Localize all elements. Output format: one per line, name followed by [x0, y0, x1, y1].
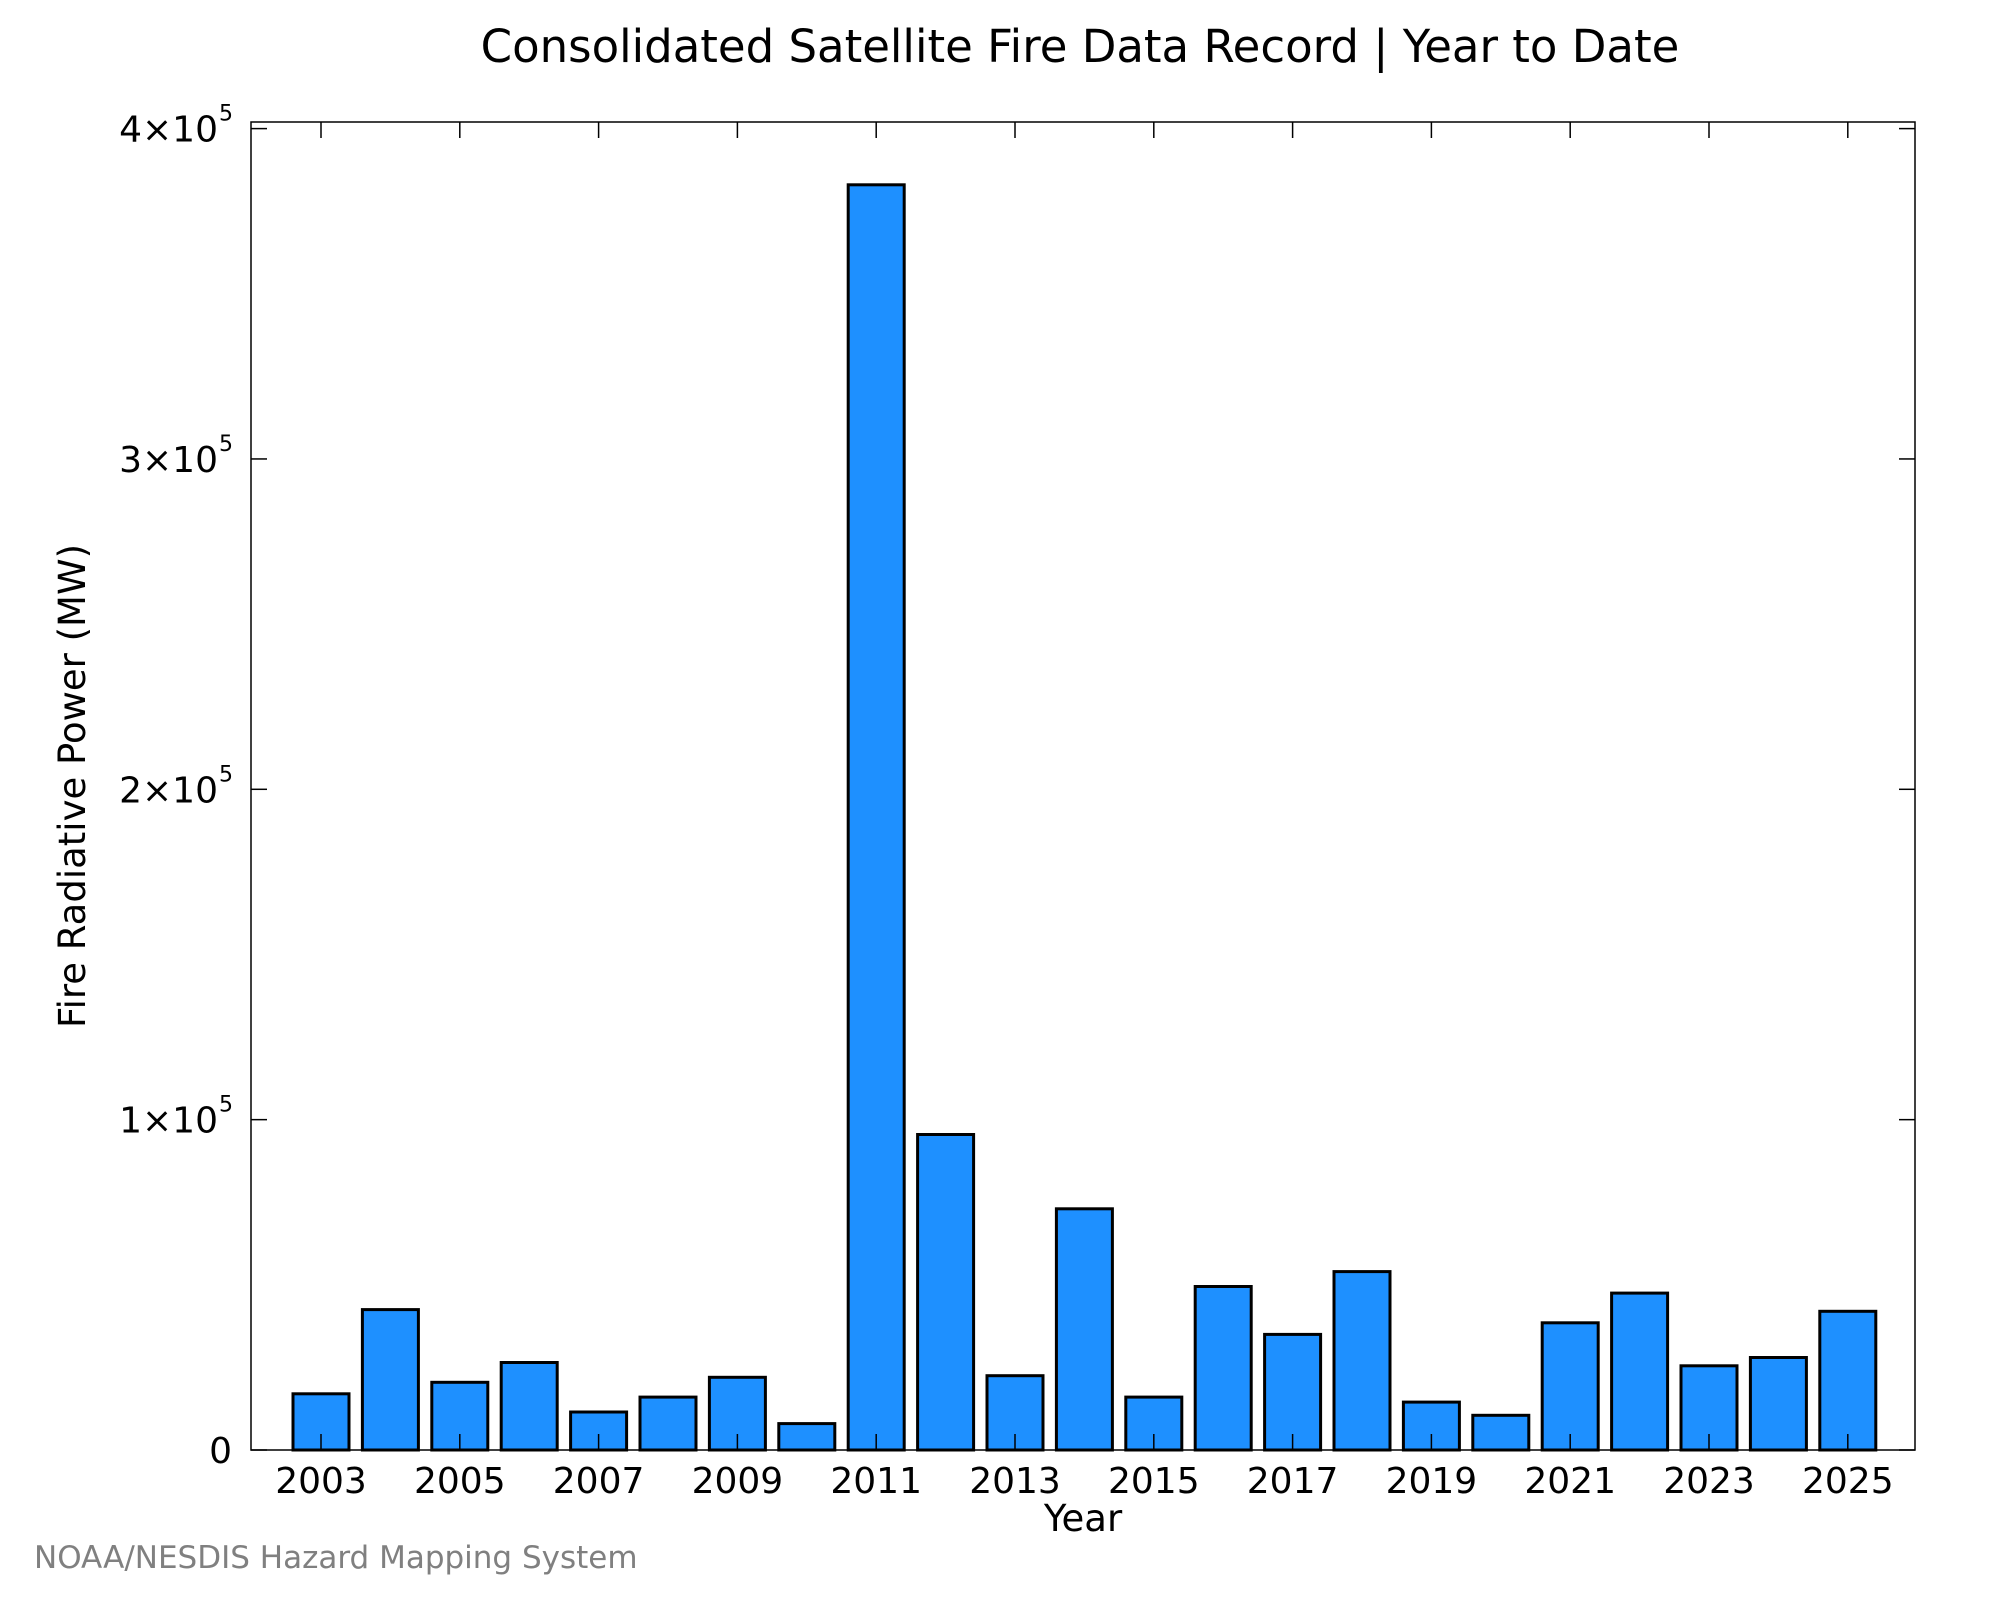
x-axis-label: Year — [1043, 1497, 1123, 1540]
bar-2017 — [1263, 1332, 1323, 1452]
bar-2022 — [1610, 1291, 1670, 1452]
y-tick-label-400000: 4×10 — [119, 110, 218, 151]
bar-2024 — [1748, 1356, 1808, 1452]
y-tick-label-100000: 1×10 — [119, 1101, 218, 1142]
bar-2004 — [360, 1308, 420, 1452]
bar-2011 — [846, 183, 906, 1452]
x-tick-label-2019: 2019 — [1386, 1461, 1478, 1502]
bar-2025 — [1818, 1309, 1878, 1452]
x-axis-ticks: 2003 2005 2007 2009 2011 2013 2015 2017 2019 2021… — [275, 122, 1894, 1502]
bar-2018 — [1332, 1270, 1392, 1452]
x-tick-label-2013: 2013 — [969, 1461, 1061, 1502]
x-tick-label-2003: 2003 — [275, 1461, 367, 1502]
y-axis-ticks: 01×10 52×10 53×10 54×10 5 — [119, 102, 1915, 1472]
x-tick-label-2011: 2011 — [830, 1461, 922, 1502]
y-axis-label: Fire Radiative Power (MW) — [51, 544, 94, 1028]
bar-2021 — [1540, 1321, 1600, 1452]
y-tick-exponent-300000: 5 — [219, 432, 233, 457]
x-tick-label-2017: 2017 — [1247, 1461, 1339, 1502]
bar-2012 — [916, 1133, 976, 1452]
x-tick-label-2007: 2007 — [553, 1461, 645, 1502]
source-footer: NOAA/NESDIS Hazard Mapping System — [34, 1540, 638, 1576]
bar-2016 — [1193, 1285, 1253, 1452]
x-tick-label-2015: 2015 — [1108, 1461, 1200, 1502]
x-tick-label-2025: 2025 — [1802, 1461, 1894, 1502]
x-tick-label-2009: 2009 — [692, 1461, 784, 1502]
y-tick-label-200000: 2×10 — [119, 770, 218, 811]
bar-2014 — [1054, 1207, 1114, 1452]
bars-group — [291, 183, 1878, 1452]
x-tick-label-2023: 2023 — [1663, 1461, 1755, 1502]
y-tick-exponent-400000: 5 — [219, 102, 233, 127]
y-tick-exponent-200000: 5 — [219, 762, 233, 787]
y-tick-label-0: 0 — [209, 1431, 232, 1472]
y-tick-label-300000: 3×10 — [119, 440, 218, 481]
bar-2020 — [1471, 1413, 1531, 1452]
bar-2010 — [777, 1422, 837, 1452]
chart-title: Consolidated Satellite Fire Data Record … — [481, 20, 1680, 73]
y-tick-exponent-100000: 5 — [219, 1093, 233, 1118]
x-tick-label-2021: 2021 — [1524, 1461, 1616, 1502]
bar-2008 — [638, 1395, 698, 1452]
x-tick-label-2005: 2005 — [414, 1461, 506, 1502]
bar-2006 — [499, 1361, 559, 1452]
